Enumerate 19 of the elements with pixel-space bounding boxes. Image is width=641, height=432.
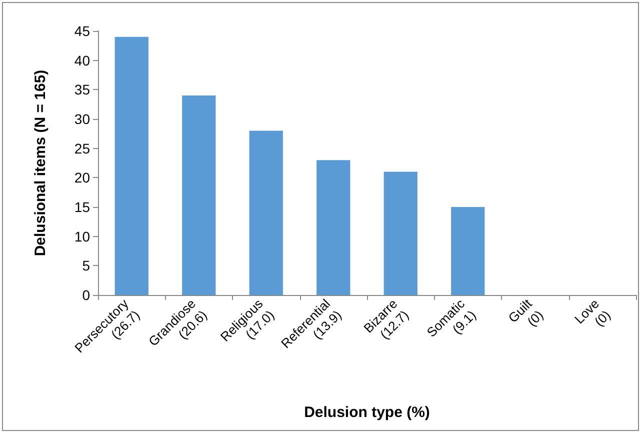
y-tick-label: 40 xyxy=(74,52,90,68)
bar xyxy=(384,172,418,295)
y-tick-label: 35 xyxy=(74,82,90,98)
bar xyxy=(249,130,283,295)
y-tick-label: 45 xyxy=(74,23,90,39)
x-tick-label: Guilt (0) xyxy=(505,296,546,330)
y-tick-label: 5 xyxy=(82,258,90,274)
y-tick-label: 15 xyxy=(74,199,90,215)
y-tick-label: 10 xyxy=(74,228,90,244)
y-tick-label: 20 xyxy=(74,170,90,186)
bar xyxy=(114,36,148,295)
x-axis-title: Delusion type (%) xyxy=(304,404,430,421)
y-tick-label: 30 xyxy=(74,111,90,127)
y-tick-label: 0 xyxy=(82,287,90,303)
bar xyxy=(451,207,485,295)
bar xyxy=(316,160,350,295)
bar xyxy=(182,96,216,295)
y-tick-label: 25 xyxy=(74,140,90,156)
y-axis-title: Delusional items (N = 165) xyxy=(32,70,49,256)
